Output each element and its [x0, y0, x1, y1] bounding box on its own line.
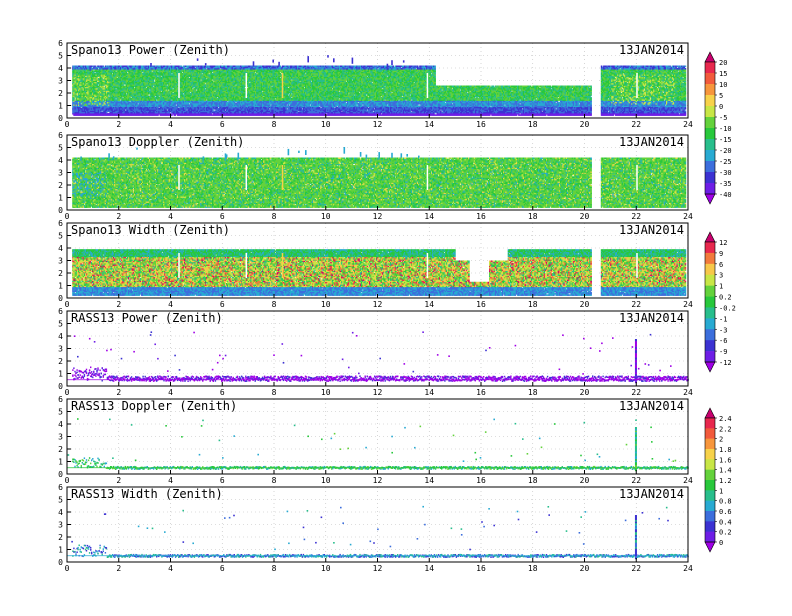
panel-data: [72, 55, 686, 116]
